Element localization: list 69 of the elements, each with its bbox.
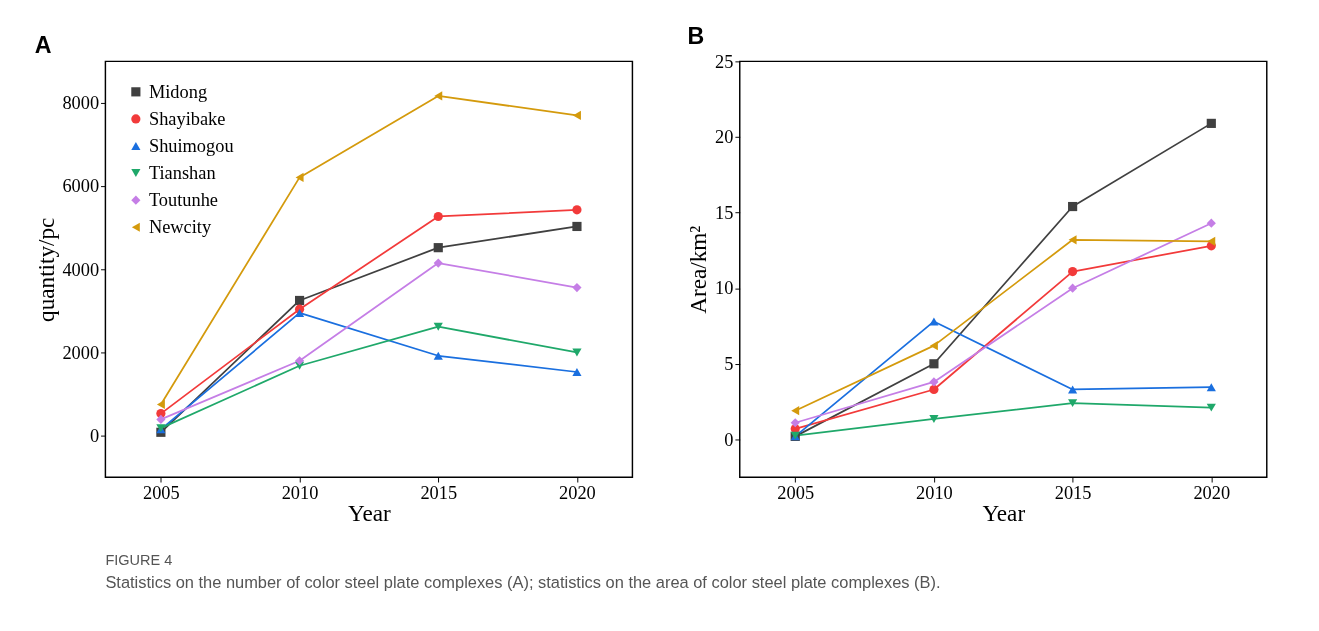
caption: FIGURE 4 [105, 552, 173, 569]
point [294, 356, 305, 366]
y-tick-label: 5 [724, 354, 734, 375]
point [572, 221, 582, 232]
point [433, 243, 443, 253]
point [790, 418, 800, 428]
point [572, 110, 581, 121]
x-axis-title: Year [982, 500, 1026, 527]
point [572, 205, 582, 215]
x-tick-label: 2005 [143, 482, 180, 503]
point [433, 258, 443, 268]
point [1068, 201, 1078, 212]
point [929, 317, 939, 326]
x-tick-label: 2020 [559, 482, 596, 503]
legend-label: Shayibake [148, 108, 226, 129]
y-tick-label: 15 [715, 202, 734, 223]
point [433, 211, 443, 222]
point [1068, 266, 1078, 277]
x-tick-label: 2020 [1193, 482, 1231, 503]
x-tick-label: 2015 [420, 482, 458, 503]
y-tick-label: 2000 [62, 342, 100, 363]
y-tick-label: 20 [715, 127, 734, 148]
legend-label: Shuimogou [148, 135, 234, 156]
point [434, 91, 443, 101]
y-axis-title: quantity/pc [32, 217, 59, 322]
legend-label: Toutunhe [148, 189, 219, 210]
point [433, 351, 443, 360]
y-axis-title: Area/km² [685, 225, 712, 314]
legend-label: Midong [148, 81, 208, 102]
y-tick-label: 4000 [62, 259, 100, 280]
point [1068, 235, 1077, 245]
x-tick-label: 2010 [281, 482, 319, 503]
point [929, 341, 938, 351]
legend-label: Newcity [148, 217, 212, 238]
point [156, 399, 165, 410]
point [1068, 399, 1078, 408]
point [433, 322, 443, 331]
point [295, 172, 304, 182]
chart-title: B [687, 22, 705, 49]
point [791, 406, 800, 416]
y-tick-label: 6000 [62, 176, 100, 197]
point [572, 348, 582, 357]
point [1206, 403, 1216, 412]
x-tick-label: 2015 [1054, 482, 1092, 503]
point [294, 295, 305, 306]
point [1206, 383, 1216, 392]
x-tick-label: 2010 [916, 482, 953, 503]
y-tick-label: 10 [715, 278, 734, 299]
x-tick-label: 2005 [777, 482, 815, 503]
point [1207, 236, 1216, 246]
y-tick-label: 0 [89, 425, 100, 446]
point [1206, 118, 1216, 128]
point [572, 368, 582, 376]
point [929, 359, 939, 369]
point [572, 283, 582, 293]
point [294, 308, 305, 317]
legend-label: Tianshan [148, 162, 216, 183]
point [929, 384, 939, 395]
chart-title: A [34, 31, 52, 58]
y-tick-label: 25 [715, 51, 734, 72]
y-tick-label: 0 [724, 429, 734, 450]
y-tick-label: 8000 [62, 93, 100, 114]
point [1068, 283, 1078, 293]
point [1206, 218, 1216, 228]
x-axis-title: Year [348, 500, 392, 527]
point [929, 415, 939, 423]
point [929, 377, 939, 387]
text: Statistics on the number of color steel plate complexes (A); statistics on the area of color steel plate complexes (B). [105, 573, 941, 592]
point [156, 414, 166, 424]
